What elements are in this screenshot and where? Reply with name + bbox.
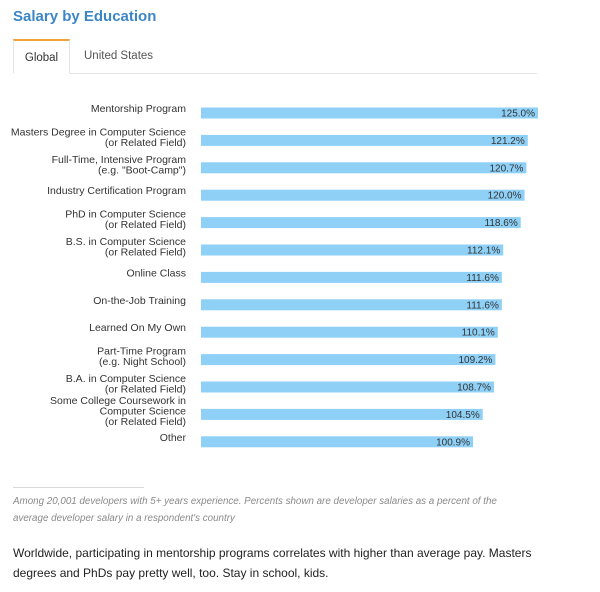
- category-label-4: PhD in Computer Science (or Related Field…: [65, 209, 186, 232]
- bar-4: [201, 217, 521, 229]
- category-label-5: B.S. in Computer Science (or Related Fiel…: [66, 236, 186, 259]
- bar-12: [201, 436, 474, 448]
- bar-value-label-2: 120.7%: [489, 163, 523, 174]
- bar-value-label-10: 108.7%: [457, 383, 491, 394]
- bar-8: [201, 326, 498, 338]
- bar-0: [201, 107, 538, 119]
- bar-9: [201, 354, 496, 366]
- category-label-9: Part-Time Program (e.g. Night School): [97, 346, 186, 369]
- bar-value-label-4: 118.6%: [485, 218, 518, 229]
- bar-value-label-1: 121.2%: [491, 136, 525, 147]
- bar-5: [201, 244, 504, 256]
- chart-title: Salary by Education: [13, 8, 157, 25]
- category-label-1: Masters Degree in Computer Science (or Re…: [11, 126, 186, 148]
- category-label-7: On-the-Job Training: [93, 295, 186, 307]
- bar-1: [201, 134, 528, 146]
- bar-10: [201, 381, 495, 393]
- bar-11: [201, 408, 483, 420]
- bar-value-label-6: 111.6%: [466, 273, 499, 284]
- category-label-6: Online Class: [126, 267, 186, 279]
- category-label-8: Learned On My Own: [89, 322, 186, 334]
- bar-value-label-7: 111.6%: [466, 300, 499, 311]
- footnote-divider: [13, 487, 144, 488]
- bar-value-label-0: 125.0%: [501, 109, 535, 120]
- bar-value-label-5: 112.1%: [467, 246, 500, 257]
- bar-6: [201, 271, 502, 283]
- bar-2: [201, 162, 527, 174]
- salary-bar-chart: 125.0% Mentorship Program 121.2% Masters De…: [11, 103, 538, 448]
- bar-value-label-9: 109.2%: [458, 355, 492, 366]
- category-label-2: Full-Time, Intensive Program (e.g. "Boot-…: [52, 154, 187, 177]
- category-label-0: Mentorship Program: [91, 103, 186, 115]
- bar-value-label-12: 100.9%: [436, 437, 470, 448]
- category-label-3: Industry Certification Program: [47, 185, 186, 197]
- footnote: Among 20,001 developers with 5+ years ex…: [13, 496, 497, 524]
- category-label-12: Other: [160, 432, 187, 444]
- tab-global[interactable]: Global: [13, 39, 70, 74]
- tab-united-states[interactable]: United States: [84, 50, 154, 62]
- tab-bar: Global United States: [13, 39, 537, 74]
- bar-value-label-8: 110.1%: [462, 328, 495, 339]
- bar-7: [201, 299, 502, 311]
- bar-value-label-3: 120.0%: [488, 191, 522, 202]
- summary-text: Worldwide, participating in mentorship p…: [13, 546, 532, 580]
- bar-value-label-11: 104.5%: [446, 410, 480, 421]
- bar-3: [201, 189, 525, 201]
- category-label-11: Some College Coursework in Computer Scien…: [50, 395, 186, 428]
- category-label-10: B.A. in Computer Science (or Related Fiel…: [66, 373, 186, 396]
